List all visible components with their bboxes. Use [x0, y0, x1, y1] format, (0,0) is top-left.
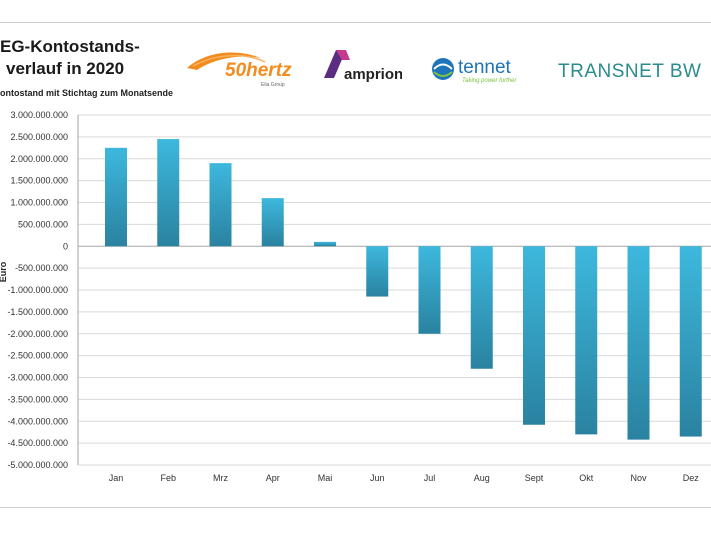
y-tick-label-5: 500.000.000: [18, 219, 68, 229]
50hertz-logo: 50hertz Elia Group: [187, 52, 292, 88]
x-tick-label-feb: Feb: [160, 473, 176, 483]
bar-mai: [314, 241, 336, 247]
x-tick-label-okt: Okt: [579, 473, 594, 483]
transnet-bw-logo: TRANSNET BW: [558, 61, 701, 82]
y-tick-label-9: -1.500.000.000: [7, 307, 68, 317]
tennet-wordmark: tennet: [458, 57, 512, 78]
bar-okt: [575, 246, 598, 435]
bar-dez: [679, 246, 702, 437]
y-tick-label-8: -1.000.000.000: [7, 285, 68, 295]
y-tick-label-16: -5.000.000.000: [7, 460, 68, 470]
bar-nov: [627, 246, 650, 440]
tennet-logo: tennet Taking power further: [432, 57, 517, 84]
top-border: [0, 22, 711, 23]
y-tick-label-12: -3.000.000.000: [7, 373, 68, 383]
bar-apr: [261, 198, 284, 247]
bar-mrz: [209, 163, 232, 247]
y-tick-label-10: -2.000.000.000: [7, 329, 68, 339]
y-tick-label-15: -4.500.000.000: [7, 438, 68, 448]
amprion-logo: amprion: [324, 50, 402, 83]
chart-title-line2: verlauf in 2020: [6, 59, 125, 78]
y-tick-label-7: -500.000.000: [15, 263, 68, 273]
bar-jan: [105, 147, 127, 247]
bar-feb: [157, 139, 180, 247]
x-tick-label-mai: Mai: [318, 473, 333, 483]
bar-jul: [418, 246, 441, 334]
x-tick-label-dez: Dez: [683, 473, 700, 483]
x-tick-label-jan: Jan: [109, 473, 124, 483]
y-tick-label-4: 1.000.000.000: [10, 198, 68, 208]
y-tick-label-3: 1.500.000.000: [10, 176, 68, 186]
tennet-tagline: Taking power further: [462, 78, 517, 84]
50hertz-wordmark: 50hertz: [225, 60, 292, 81]
y-tick-label-6: 0: [63, 241, 68, 251]
x-tick-label-aug: Aug: [474, 473, 490, 483]
amprion-wordmark: amprion: [344, 66, 402, 83]
x-tick-label-mrz: Mrz: [213, 473, 228, 483]
chart-subtitle: ontostand mit Stichtag zum Monatsende: [0, 88, 174, 98]
y-axis-label: Euro: [0, 261, 8, 282]
bar-sept: [523, 246, 545, 425]
x-tick-label-sept: Sept: [525, 473, 544, 483]
x-tick-label-apr: Apr: [266, 473, 280, 483]
x-tick-label-jul: Jul: [424, 473, 436, 483]
y-tick-label-13: -3.500.000.000: [7, 394, 68, 404]
y-tick-label-1: 2.500.000.000: [10, 132, 68, 142]
x-tick-label-jun: Jun: [370, 473, 385, 483]
bar-aug: [470, 246, 493, 369]
chart-title: EG-Kontostands- verlauf in 2020: [0, 36, 160, 80]
y-tick-label-2: 2.000.000.000: [10, 154, 68, 164]
50hertz-subtext: Elia Group: [261, 82, 285, 88]
chart-title-line1: EG-Kontostands-: [0, 37, 140, 56]
x-tick-label-nov: Nov: [630, 473, 647, 483]
y-tick-label-0: 3.000.000.000: [10, 110, 68, 120]
transnet-bw-wordmark: TRANSNET BW: [558, 61, 701, 82]
bottom-border: [0, 507, 711, 508]
y-tick-label-11: -2.500.000.000: [7, 351, 68, 361]
bar-jun: [366, 246, 389, 297]
y-tick-label-14: -4.000.000.000: [7, 416, 68, 426]
